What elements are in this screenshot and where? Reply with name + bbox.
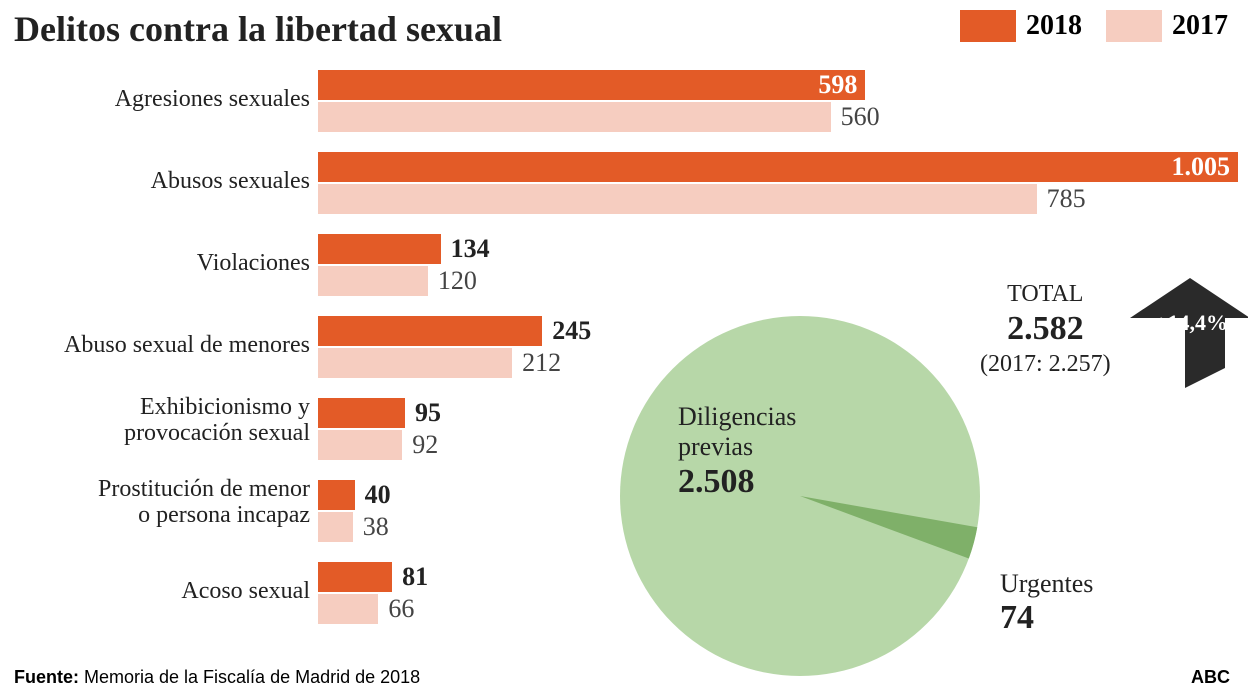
bar-2017-value: 560 — [841, 102, 880, 132]
pie-chart — [620, 316, 980, 676]
bar-2018: 134 — [318, 234, 441, 264]
swatch-2018 — [960, 10, 1016, 42]
bar-2017-value: 92 — [412, 430, 438, 460]
bar-2018-value: 134 — [451, 234, 490, 264]
bar-row: Agresiones sexuales 598560 — [0, 70, 1248, 146]
bar-2017: 120 — [318, 266, 428, 296]
bar-2017: 66 — [318, 594, 378, 624]
bar-2017: 785 — [318, 184, 1037, 214]
bar-2017-value: 212 — [522, 348, 561, 378]
bar-2018: 40 — [318, 480, 355, 510]
change-pct: +14,4% — [1155, 310, 1228, 336]
source-text: Memoria de la Fiscalía de Madrid de 2018 — [84, 667, 420, 687]
bar-2017: 38 — [318, 512, 353, 542]
bar-2018: 245 — [318, 316, 542, 346]
pie-label-urgentes: Urgentes 74 — [1000, 570, 1093, 636]
total-label: TOTAL — [1007, 281, 1083, 307]
category-label: Abusos sexuales — [10, 168, 310, 194]
bar-row: Abusos sexuales 1.005 785 — [0, 152, 1248, 228]
legend: 2018 2017 — [960, 10, 1228, 42]
bar-2017: 92 — [318, 430, 402, 460]
legend-2017: 2017 — [1106, 10, 1228, 42]
chart-title: Delitos contra la libertad sexual — [14, 8, 502, 50]
category-label: Abuso sexual de menores — [10, 332, 310, 358]
bar-2017-value: 785 — [1047, 184, 1086, 214]
source-line: Fuente: Memoria de la Fiscalía de Madrid… — [14, 667, 420, 688]
pie-previas-value: 2.508 — [678, 463, 755, 500]
bar-2018-value: 95 — [415, 398, 441, 428]
total-block: TOTAL 2.582 (2017: 2.257) — [980, 280, 1111, 378]
legend-2018: 2018 — [960, 10, 1082, 42]
credit: ABC — [1191, 667, 1230, 688]
legend-2017-label: 2017 — [1172, 10, 1228, 42]
pie-previas-label2: previas — [678, 432, 753, 461]
bar-2018-value: 81 — [402, 562, 428, 592]
pie-urgentes-label: Urgentes — [1000, 569, 1093, 598]
bar-2018-value: 598 — [818, 70, 857, 100]
category-label: Violaciones — [10, 250, 310, 276]
bar-2018-value: 40 — [365, 480, 391, 510]
bar-2017: 212 — [318, 348, 512, 378]
legend-2018-label: 2018 — [1026, 10, 1082, 42]
total-prev: (2017: 2.257) — [980, 351, 1111, 377]
bar-2018: 1.005 — [318, 152, 1238, 182]
bar-2018: 95 — [318, 398, 405, 428]
pie-label-previas: Diligencias previas 2.508 — [678, 402, 796, 501]
category-label: Exhibicionismo yprovocación sexual — [10, 394, 310, 447]
pie-urgentes-value: 74 — [1000, 599, 1034, 636]
bar-2017-value: 38 — [363, 512, 389, 542]
category-label: Acoso sexual — [10, 578, 310, 604]
category-label: Agresiones sexuales — [10, 86, 310, 112]
total-value: 2.582 — [1007, 310, 1084, 347]
bar-2018-value: 1.005 — [1172, 152, 1231, 182]
bar-2017-value: 66 — [388, 594, 414, 624]
bar-2018: 81 — [318, 562, 392, 592]
category-label: Prostitución de menoro persona incapaz — [10, 476, 310, 529]
bar-2017: 560 — [318, 102, 831, 132]
source-prefix: Fuente: — [14, 667, 84, 687]
bar-2018-value: 245 — [552, 316, 591, 346]
bar-2018: 598 — [318, 70, 865, 100]
swatch-2017 — [1106, 10, 1162, 42]
bar-2017-value: 120 — [438, 266, 477, 296]
pie-previas-label: Diligencias — [678, 402, 796, 431]
